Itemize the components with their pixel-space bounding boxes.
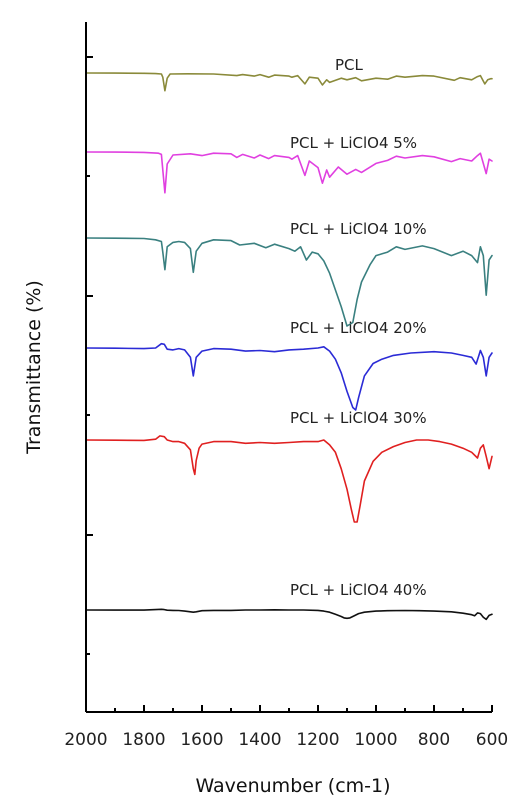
- x-tick-label-1000: 1000: [354, 730, 397, 750]
- series-label-5: PCL + LiClO4 30%: [290, 409, 427, 427]
- series-label-6: PCL + LiClO4 40%: [290, 581, 427, 599]
- x-tick-label-1200: 1200: [296, 730, 339, 750]
- axes: 2000 1800 1600 1400 1200 1000 800 600: [64, 22, 508, 750]
- series-label-2: PCL + LiClO4 5%: [290, 134, 417, 152]
- series-line-6: [85, 608, 493, 621]
- x-tick-label-600: 600: [476, 730, 508, 750]
- series-layer: [85, 72, 493, 621]
- series-line-4: [85, 342, 493, 411]
- x-tick-label-800: 800: [418, 730, 450, 750]
- series-line-1: [85, 72, 493, 92]
- series-label-3: PCL + LiClO4 10%: [290, 220, 427, 238]
- y-axis-title: Transmittance (%): [23, 280, 45, 455]
- x-axis-title: Wavenumber (cm-1): [195, 775, 390, 797]
- x-tick-label-1400: 1400: [238, 730, 281, 750]
- series-line-3: [85, 237, 493, 327]
- x-tick-label-1600: 1600: [180, 730, 223, 750]
- series-label-layer: PCL PCL + LiClO4 5% PCL + LiClO4 10% PCL + …: [290, 56, 427, 599]
- x-tick-label-1800: 1800: [122, 730, 165, 750]
- series-line-2: [85, 151, 493, 194]
- series-label-1: PCL: [335, 56, 364, 74]
- x-tick-label-2000: 2000: [64, 730, 107, 750]
- series-label-4: PCL + LiClO4 20%: [290, 319, 427, 337]
- series-line-5: [85, 435, 493, 523]
